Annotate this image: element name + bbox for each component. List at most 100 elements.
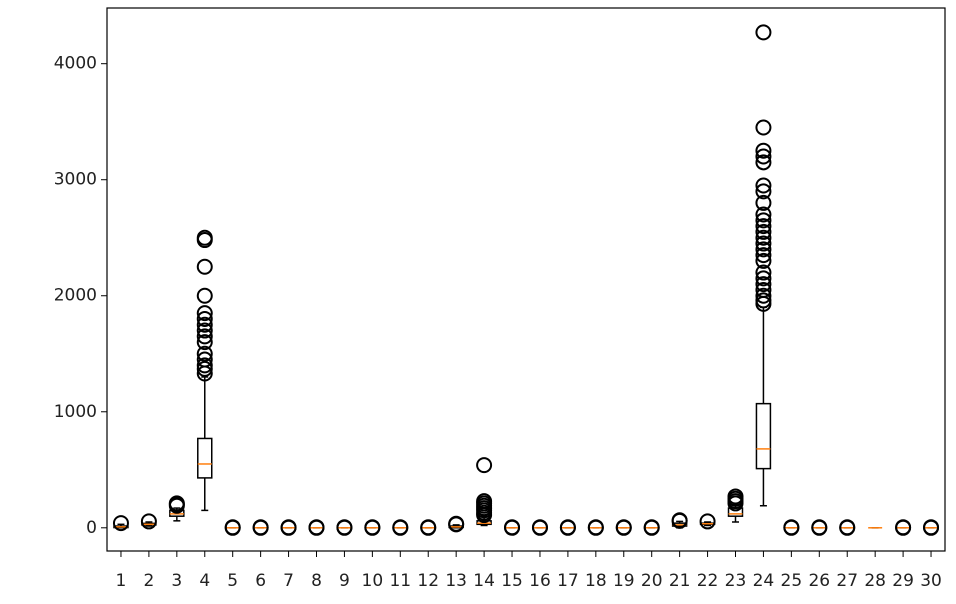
flier (755, 194, 772, 211)
x-tick-label: 5 (227, 571, 238, 591)
flier (755, 119, 772, 136)
x-tick-label: 30 (920, 571, 942, 591)
y-tick-label: 1000 (54, 402, 97, 422)
flier (755, 148, 772, 165)
flier (196, 316, 213, 333)
flier (196, 305, 213, 322)
box (755, 402, 772, 470)
flier (755, 212, 772, 229)
flier (196, 345, 213, 362)
x-tick-label: 27 (836, 571, 858, 591)
flier (420, 519, 437, 536)
flier (364, 519, 381, 536)
flier (196, 258, 213, 275)
flier (587, 519, 604, 536)
flier (336, 519, 353, 536)
flier (196, 328, 213, 345)
flier (559, 519, 576, 536)
x-tick-label: 16 (529, 571, 551, 591)
flier (280, 519, 297, 536)
flier (783, 519, 800, 536)
flier (671, 512, 688, 529)
flier (168, 495, 185, 512)
flier (196, 287, 213, 304)
flier (755, 281, 772, 298)
flier (392, 519, 409, 536)
flier (755, 223, 772, 240)
flier (755, 154, 772, 171)
y-tick-label: 0 (86, 518, 97, 538)
flier (755, 287, 772, 304)
flier (755, 183, 772, 200)
flier (252, 519, 269, 536)
flier (811, 519, 828, 536)
x-tick-label: 21 (669, 571, 691, 591)
flier (196, 351, 213, 368)
flier (755, 270, 772, 287)
flier (755, 142, 772, 159)
x-tick-label: 17 (557, 571, 579, 591)
x-tick-label: 10 (362, 571, 384, 591)
flier (755, 24, 772, 41)
flier (196, 310, 213, 327)
flier (308, 519, 325, 536)
flier (839, 519, 856, 536)
flier (699, 513, 716, 530)
flier (755, 206, 772, 223)
flier (196, 334, 213, 351)
flier (755, 177, 772, 194)
x-tick-label: 24 (753, 571, 775, 591)
flier (755, 218, 772, 235)
flier (923, 519, 940, 536)
x-tick-label: 18 (585, 571, 607, 591)
flier (755, 241, 772, 258)
x-tick-label: 29 (892, 571, 914, 591)
x-tick-label: 6 (255, 571, 266, 591)
flier (112, 515, 129, 532)
flier (615, 519, 632, 536)
flier (476, 493, 493, 510)
x-tick-label: 20 (641, 571, 663, 591)
x-tick-label: 28 (864, 571, 886, 591)
plot-frame (106, 7, 946, 552)
x-tick-label: 1 (116, 571, 127, 591)
flier (531, 519, 548, 536)
flier (755, 252, 772, 269)
flier (140, 513, 157, 530)
x-tick-label: 4 (199, 571, 210, 591)
x-tick-label: 13 (445, 571, 467, 591)
flier (755, 229, 772, 246)
x-tick-label: 22 (697, 571, 719, 591)
flier (224, 519, 241, 536)
x-tick-label: 14 (473, 571, 495, 591)
x-tick-label: 19 (613, 571, 635, 591)
x-tick-label: 9 (339, 571, 350, 591)
x-tick-label: 26 (808, 571, 830, 591)
flier (727, 488, 744, 505)
x-tick-label: 12 (417, 571, 439, 591)
x-tick-label: 25 (781, 571, 803, 591)
flier (755, 264, 772, 281)
box (197, 437, 213, 479)
x-tick-label: 23 (725, 571, 747, 591)
flier (196, 229, 213, 246)
x-tick-label: 7 (283, 571, 294, 591)
x-tick-label: 2 (143, 571, 154, 591)
flier (448, 515, 465, 532)
x-tick-label: 15 (501, 571, 523, 591)
y-tick-label: 3000 (54, 170, 97, 190)
x-tick-label: 3 (171, 571, 182, 591)
flier (755, 247, 772, 264)
y-tick-label: 4000 (54, 54, 97, 74)
flier (504, 519, 521, 536)
flier (895, 519, 912, 536)
flier (196, 357, 213, 374)
flier (755, 292, 772, 309)
flier (476, 457, 493, 474)
flier (196, 322, 213, 339)
flier (755, 276, 772, 293)
flier (643, 519, 660, 536)
y-tick-label: 2000 (54, 286, 97, 306)
x-tick-label: 11 (389, 571, 411, 591)
